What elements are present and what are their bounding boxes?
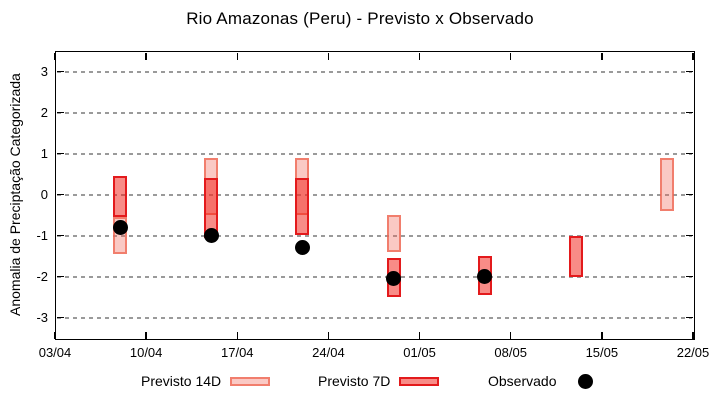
- y-gridline: [57, 70, 692, 73]
- legend: Previsto 14D Previsto 7D Observado: [0, 371, 720, 391]
- legend-label-previsto-14d: Previsto 14D: [141, 373, 222, 389]
- x-tick-mark-bottom: [327, 332, 330, 339]
- legend-item-previsto-7d: Previsto 7D: [318, 371, 440, 391]
- x-tick-mark-bottom: [54, 332, 56, 339]
- observed-point: [477, 269, 493, 284]
- y-tick-label: -2: [36, 268, 48, 284]
- y-gridline: [57, 193, 692, 196]
- y-gridline: [57, 316, 692, 319]
- x-tick-label: 15/05: [585, 345, 619, 360]
- previsto-14d-swatch-icon: [230, 376, 271, 386]
- y-tick-mark-left: [56, 70, 64, 73]
- y-tick-mark-right: [686, 316, 693, 319]
- y-gridline: [57, 152, 692, 155]
- x-tick-mark-top: [692, 52, 694, 60]
- x-tick-mark-bottom: [601, 332, 603, 339]
- x-tick-label: 22/05: [676, 345, 710, 360]
- bar-previsto-7d: [568, 235, 583, 277]
- x-tick-mark-bottom: [692, 332, 694, 339]
- x-tick-label: 03/04: [38, 345, 72, 360]
- y-gridline: [57, 275, 692, 278]
- x-tick-mark-top: [145, 52, 147, 60]
- legend-label-observado: Observado: [488, 373, 557, 389]
- y-tick-mark-left: [56, 234, 64, 237]
- legend-label-previsto-7d: Previsto 7D: [318, 373, 391, 389]
- x-tick-mark-top: [601, 52, 603, 60]
- x-tick-mark-bottom: [236, 332, 239, 339]
- y-tick-mark-right: [686, 152, 693, 155]
- x-tick-label: 01/05: [403, 345, 436, 360]
- observed-point: [203, 228, 219, 243]
- x-tick-mark-bottom: [509, 332, 512, 339]
- bar-previsto-7d: [295, 178, 310, 236]
- y-tick-label: -3: [36, 309, 48, 325]
- x-tick-mark-top: [236, 52, 239, 60]
- x-tick-mark-top: [509, 52, 512, 60]
- y-gridline: [57, 111, 692, 114]
- y-tick-mark-right: [686, 111, 693, 114]
- y-tick-label: 0: [40, 186, 48, 202]
- observed-point: [112, 219, 128, 235]
- chart-title: Rio Amazonas (Peru) - Previsto x Observa…: [186, 9, 534, 28]
- y-tick-mark-left: [56, 275, 64, 278]
- y-tick-mark-left: [56, 316, 64, 319]
- x-tick-label: 24/04: [312, 345, 345, 360]
- x-tick-mark-bottom: [418, 332, 421, 339]
- y-tick-mark-right: [686, 70, 693, 73]
- x-tick-label: 17/04: [221, 345, 254, 360]
- y-tick-mark-right: [686, 275, 693, 278]
- y-tick-mark-left: [56, 193, 64, 196]
- y-tick-mark-right: [686, 193, 693, 196]
- y-tick-mark-right: [686, 234, 693, 237]
- x-tick-label: 08/05: [494, 345, 527, 360]
- observed-point: [386, 271, 402, 287]
- x-tick-label: 10/04: [129, 345, 163, 360]
- y-tick-label: 3: [40, 63, 48, 79]
- legend-item-previsto-14d: Previsto 14D: [141, 371, 271, 391]
- y-gridline: [57, 234, 692, 237]
- bar-previsto-7d: [113, 176, 128, 218]
- y-tick-label: 2: [40, 104, 48, 120]
- x-tick-mark-top: [54, 52, 56, 60]
- x-tick-mark-top: [418, 52, 421, 60]
- bar-previsto-14d: [659, 157, 674, 211]
- y-tick-label: -1: [36, 227, 48, 243]
- bar-previsto-14d: [386, 215, 401, 252]
- legend-item-observado: Observado: [488, 371, 594, 391]
- x-tick-mark-bottom: [145, 332, 147, 339]
- observado-dot-icon: [578, 373, 594, 389]
- observed-point: [294, 240, 310, 256]
- x-tick-mark-top: [327, 52, 330, 60]
- y-tick-mark-left: [56, 152, 64, 155]
- y-tick-label: 1: [40, 145, 48, 161]
- y-tick-mark-left: [56, 111, 64, 114]
- previsto-7d-swatch-icon: [399, 376, 440, 386]
- plot-area: [55, 51, 695, 340]
